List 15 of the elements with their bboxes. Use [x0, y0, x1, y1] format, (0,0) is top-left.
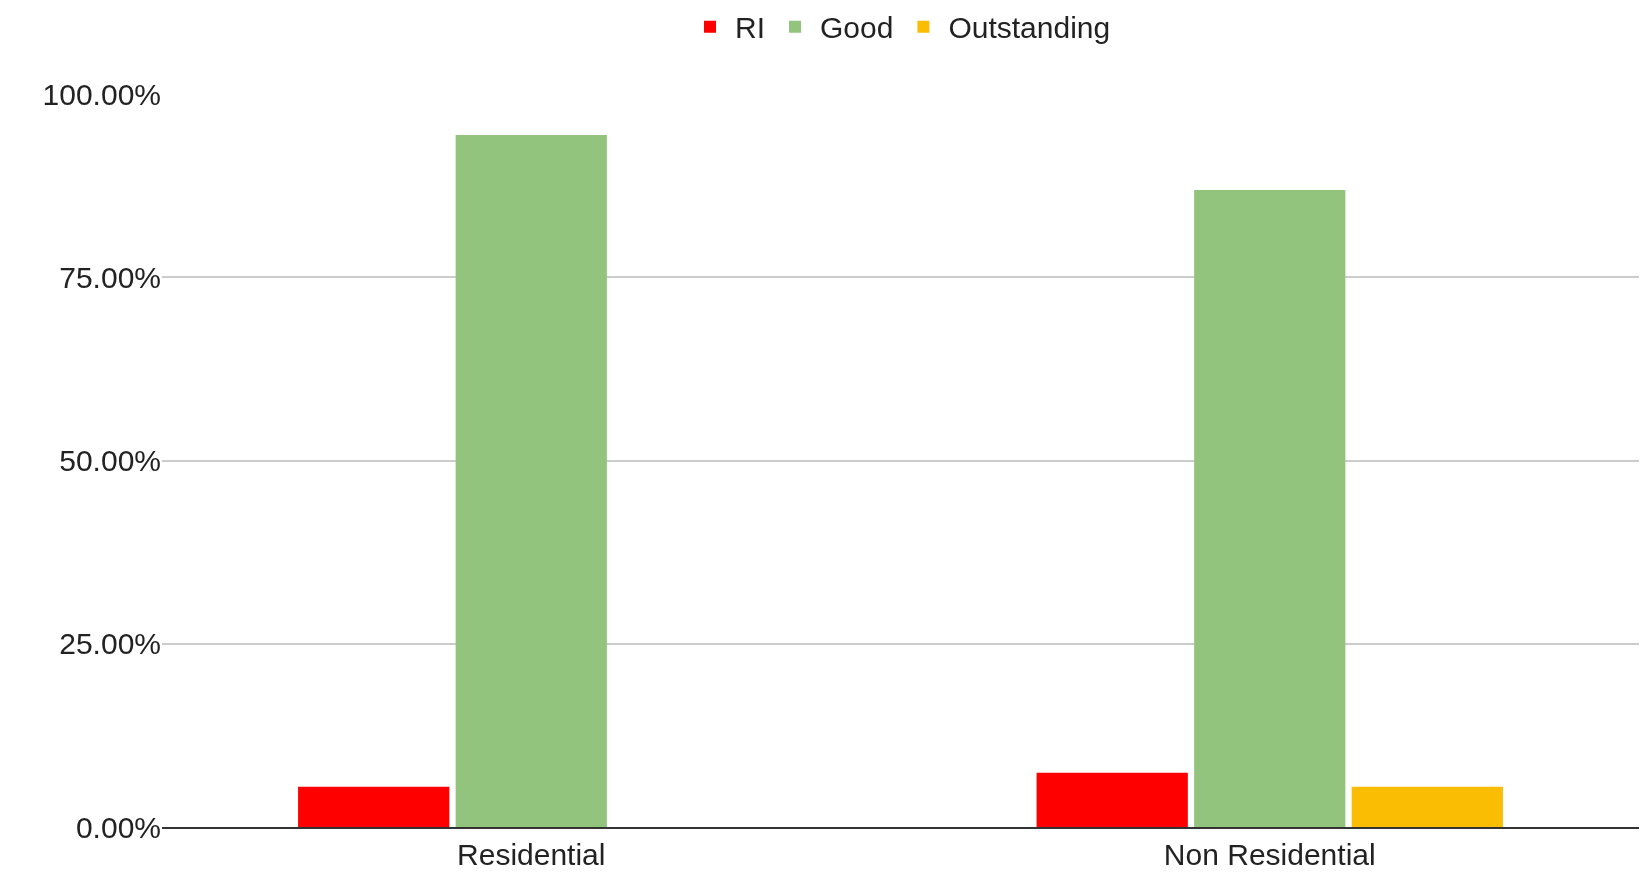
bar [1351, 786, 1503, 827]
legend-label: Good [820, 11, 894, 45]
y-tick-label: 75.00% [59, 260, 161, 294]
bar [455, 135, 607, 827]
y-tick-label: 100.00% [42, 77, 161, 111]
x-tick-label: Residential [457, 838, 606, 871]
legend-label: RI [735, 11, 765, 45]
bar [1194, 190, 1346, 827]
y-tick-label: 0.00% [75, 810, 161, 844]
bar [298, 786, 450, 827]
y-tick-label: 50.00% [59, 444, 161, 477]
y-tick-label: 25.00% [59, 627, 161, 661]
bar [1036, 772, 1188, 827]
legend-label: Outstanding [948, 11, 1111, 45]
x-tick-label: Non Residential [1163, 838, 1376, 871]
